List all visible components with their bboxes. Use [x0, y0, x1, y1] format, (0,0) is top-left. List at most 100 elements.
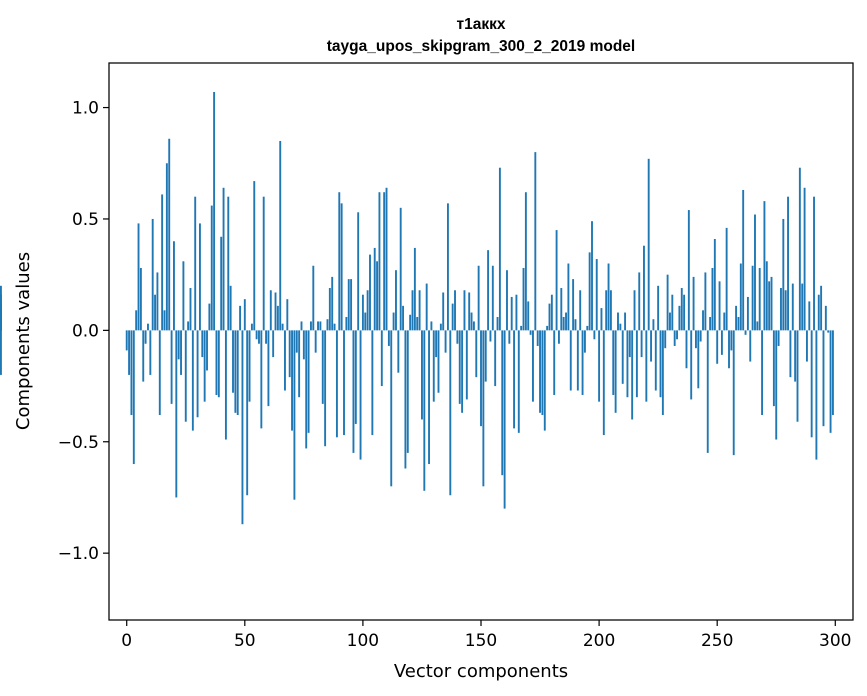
bar — [690, 330, 693, 400]
bar — [787, 196, 789, 331]
bar — [704, 272, 707, 331]
bar — [742, 190, 745, 331]
bar — [284, 330, 286, 391]
bar — [191, 330, 194, 431]
bar — [569, 330, 572, 391]
bar — [777, 330, 780, 346]
bar — [258, 330, 260, 344]
bar — [685, 330, 688, 369]
bar — [220, 236, 223, 331]
bar — [454, 290, 456, 331]
bar — [586, 325, 589, 331]
bar — [161, 194, 164, 331]
bar — [550, 294, 553, 331]
bar — [206, 330, 208, 371]
bar — [583, 330, 586, 353]
bar — [383, 192, 386, 331]
bar — [239, 305, 242, 331]
bar — [229, 285, 232, 331]
bar — [780, 288, 782, 331]
bar — [614, 330, 617, 413]
bar — [647, 158, 650, 331]
bar — [439, 323, 442, 331]
bar — [669, 312, 671, 331]
bar — [652, 319, 655, 331]
x-tick-label: 0 — [121, 631, 132, 651]
bar — [328, 288, 331, 331]
bar — [484, 330, 487, 382]
bar — [827, 330, 830, 333]
bar — [789, 330, 792, 378]
bar — [508, 330, 511, 344]
bar — [817, 294, 820, 331]
bar — [402, 305, 404, 331]
bar — [139, 267, 142, 331]
bar — [331, 276, 334, 331]
bar — [692, 276, 695, 331]
bar — [175, 330, 178, 498]
bar — [558, 330, 560, 344]
bar — [609, 290, 612, 331]
bar — [423, 330, 426, 491]
bar — [449, 330, 452, 496]
bar — [735, 305, 738, 331]
bar — [307, 330, 310, 433]
bar — [671, 294, 674, 331]
bar — [697, 330, 700, 389]
bar — [317, 321, 319, 331]
bar — [444, 330, 447, 353]
bar — [796, 330, 799, 422]
bar — [432, 330, 435, 402]
bar — [498, 167, 501, 331]
bar — [513, 330, 516, 429]
bar — [520, 325, 523, 331]
bar — [137, 223, 140, 331]
bar — [638, 272, 641, 331]
bar — [463, 290, 466, 331]
bar — [560, 288, 563, 331]
bar — [430, 321, 433, 331]
x-tick-label: 200 — [583, 631, 615, 651]
bar — [276, 305, 279, 331]
bar — [650, 330, 652, 362]
bar — [300, 321, 303, 331]
bar — [822, 330, 825, 427]
bar — [125, 330, 128, 351]
bar — [524, 192, 527, 331]
bar — [619, 323, 622, 331]
bar — [213, 91, 216, 331]
bar — [579, 290, 582, 331]
bar — [810, 330, 813, 438]
x-tick-label: 50 — [234, 631, 256, 651]
bar — [182, 261, 185, 331]
bar — [165, 163, 168, 331]
bar — [461, 330, 464, 413]
bar — [664, 330, 667, 349]
bar — [168, 138, 171, 331]
bar — [180, 330, 182, 375]
bar — [746, 296, 749, 331]
bar — [250, 323, 253, 331]
bar — [654, 330, 657, 391]
bar — [158, 330, 161, 416]
bar — [770, 276, 773, 331]
bar — [151, 218, 154, 331]
bar — [723, 312, 726, 331]
bar — [716, 330, 719, 364]
bar — [196, 330, 199, 418]
bar — [661, 330, 664, 416]
bar — [591, 221, 593, 331]
bar — [425, 283, 428, 331]
bar — [295, 330, 298, 353]
bar — [539, 330, 541, 413]
bar — [487, 250, 490, 331]
bar — [680, 288, 683, 331]
bar — [248, 330, 251, 402]
bar — [253, 181, 256, 331]
bar — [279, 140, 282, 331]
y-tick-label: 0.0 — [72, 321, 99, 341]
bar — [246, 330, 249, 496]
y-tick-label: 1.0 — [72, 99, 99, 119]
bar — [761, 330, 764, 416]
